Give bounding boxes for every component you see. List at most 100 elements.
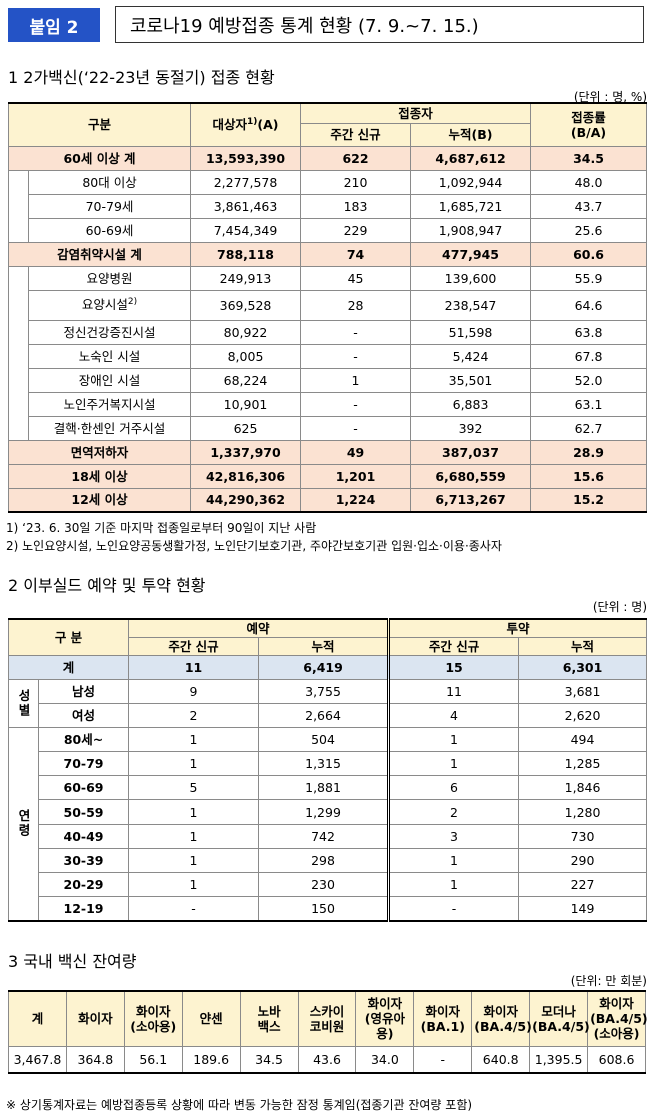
table-cell: 5,424 <box>410 343 532 369</box>
table-cell: 6,301 <box>518 654 648 680</box>
row-label: 노숙인 시설 <box>27 343 192 369</box>
header-cell: 구분 <box>7 102 192 147</box>
label-text: 60-69세 <box>85 222 134 238</box>
table-cell: 28.9 <box>530 439 648 465</box>
table-cell: 1,685,721 <box>410 193 532 219</box>
table-cell: 1,337,970 <box>190 439 302 465</box>
row-label: 노인주거복지시설 <box>27 391 192 417</box>
unit-note: (단위 : 명, %) <box>573 90 647 104</box>
table-cell: 62.7 <box>530 415 648 441</box>
table-cell: 1,285 <box>518 751 648 777</box>
note: ※ 상기통계자료는 예방접종등록 상황에 따라 변동 가능한 잠정 통계임(접종… <box>6 1098 473 1112</box>
table-cell: 2,277,578 <box>190 169 302 195</box>
label-text: 노인주거복지시설 <box>63 396 156 412</box>
table-cell: 742 <box>258 823 390 849</box>
table-cell: 1 <box>128 726 260 753</box>
table-cell: 34.5 <box>239 1045 299 1074</box>
table-cell: 11 <box>387 678 520 704</box>
data-row: 70-79 1 1,315 1 1,285 <box>9 751 648 777</box>
label-text: 결핵·한센인 거주시설 <box>53 420 166 436</box>
row-label: 정신건강증진시설 <box>27 319 192 345</box>
table-head: 구 분 예약 투약 주간 신규 누적 주간 신규 누적 <box>7 618 648 656</box>
table-cell: 45 <box>300 265 412 291</box>
table-cell: 1 <box>128 799 260 825</box>
table-cell: - <box>300 391 412 417</box>
table-cell: 1,395.5 <box>529 1045 589 1074</box>
group-row: 60세 이상 계 13,593,390 622 4,687,612 34.5 <box>7 145 648 171</box>
table-cell: 1,881 <box>258 775 390 801</box>
table-cell: - <box>300 415 412 441</box>
table-cell: - <box>387 896 520 922</box>
header-cell: 접종률 (B/A) <box>530 102 648 147</box>
row-label: 12-19 <box>37 896 130 922</box>
table-cell: 6,883 <box>410 391 532 417</box>
table-cell: 1,315 <box>258 751 390 777</box>
table-cell: 1,299 <box>258 799 390 825</box>
table-cell: 227 <box>518 871 648 898</box>
table-cell: 2 <box>387 799 520 825</box>
table-cell: 9 <box>128 678 260 704</box>
row-label: 70-79세 <box>27 193 192 219</box>
data-row: 3,467.8 364.8 56.1 189.6 34.5 43.6 34.0-640.8 1… <box>8 1045 646 1074</box>
header-cell: 투약 <box>387 618 648 638</box>
table-cell: 3,681 <box>518 678 648 704</box>
table-cell: 139,600 <box>410 265 532 291</box>
table-cell: 11 <box>128 654 260 680</box>
table-cell: 1 <box>128 871 260 898</box>
table-cell: 34.5 <box>530 145 648 171</box>
data-row: 12-19-150-149 <box>9 896 648 922</box>
label-text: 70-79세 <box>85 198 134 214</box>
header-cell: 접종자 <box>300 102 532 124</box>
table-cell: 249,913 <box>190 265 302 291</box>
table-cell: 3,467.8 <box>8 1045 67 1074</box>
table-cell: 35,501 <box>410 367 532 393</box>
table-cell: 1,092,944 <box>410 169 532 195</box>
sub-row: 정신건강증진시설 80,922-51,598 63.8 <box>9 319 648 345</box>
table-cell: 43.7 <box>530 193 648 219</box>
row-label: 결핵·한센인 거주시설 <box>27 415 192 441</box>
header-cell: 화이자 (BA.1) <box>413 990 473 1047</box>
sub-row: 60-69세 7,454,349 229 1,908,947 25.6 <box>9 217 648 243</box>
table-cell: 1 <box>128 823 260 849</box>
sub-row: 결핵·한센인 거주시설 625-392 62.7 <box>9 415 648 441</box>
table-cell: 68,224 <box>190 367 302 393</box>
header-cell: 계 <box>8 990 67 1047</box>
table-cell: 25.6 <box>530 217 648 243</box>
header-cell: 화이자 <box>65 990 125 1047</box>
table-cell: 1 <box>387 871 520 898</box>
header-text: (A) <box>257 117 279 133</box>
section-title: 3 국내 백신 잔여량 <box>8 952 137 971</box>
row-label: 80대 이상 <box>27 169 192 195</box>
footnote: 1) ‘23. 6. 30일 기준 마지막 접종일로부터 90일이 지난 사람 <box>6 521 317 535</box>
table-cell: 504 <box>258 726 390 753</box>
table-cell: 290 <box>518 847 648 874</box>
table-cell: 74 <box>300 241 412 267</box>
data-row: 연령 80세~ 1 504 1 494 <box>8 726 648 922</box>
table-cell: 1 <box>387 726 520 753</box>
header-cell: 예약 <box>128 618 390 638</box>
sub-row: 80대 이상 2,277,578 210 1,092,944 48.0 <box>8 169 648 243</box>
header-cell: 스카이 코비원 <box>297 990 357 1047</box>
row-label: 60-69 <box>37 775 130 801</box>
sub-row: 장애인 시설 68,224 1 35,501 52.0 <box>9 367 648 393</box>
evusheld-table: 구 분 예약 투약 주간 신규 누적 주간 신규 누적 계 11 6,419 15 6,301 성별 남성… <box>7 618 648 922</box>
table-cell: 51,598 <box>410 319 532 345</box>
row-label: 요양시설2) <box>27 289 192 321</box>
unit-note: (단위 : 명) <box>592 600 647 614</box>
table-cell: 625 <box>190 415 302 441</box>
group-row: 감염취약시설 계 788,118 74 477,945 60.6 <box>7 241 648 267</box>
table-cell: 364.8 <box>65 1045 125 1074</box>
table-cell: 387,037 <box>410 439 532 465</box>
header-text: 대상자 <box>212 117 248 133</box>
header-cell: 화이자 (영유아용) <box>355 990 415 1047</box>
table-cell: 1,280 <box>518 799 648 825</box>
row-label: 여성 <box>37 702 130 728</box>
table-cell: 7,454,349 <box>190 217 302 243</box>
row-label: 장애인 시설 <box>27 367 192 393</box>
footnote-mark: 1) <box>247 117 258 128</box>
table-cell: 3 <box>387 823 520 849</box>
table-cell: 1 <box>387 751 520 777</box>
table-cell: - <box>300 343 412 369</box>
table-cell: 189.6 <box>181 1045 241 1074</box>
